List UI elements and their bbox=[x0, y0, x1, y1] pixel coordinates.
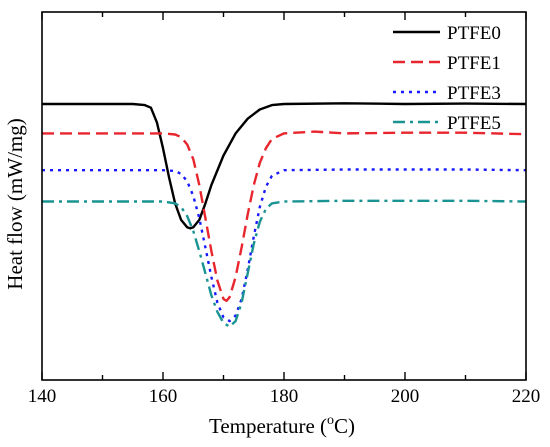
legend-label-ptfe0: PTFE0 bbox=[447, 23, 501, 44]
x-tick-label: 160 bbox=[149, 386, 178, 407]
x-axis-title: Temperature (oC) bbox=[209, 413, 355, 438]
axis-ticks bbox=[41, 12, 527, 380]
y-axis-title: Heat flow (mW/mg) bbox=[3, 118, 27, 289]
x-tick-label: 200 bbox=[391, 386, 420, 407]
series-line-ptfe1 bbox=[42, 130, 527, 303]
series-line-ptfe3 bbox=[42, 168, 527, 323]
x-tick-label: 140 bbox=[28, 386, 57, 407]
legend-label-ptfe1: PTFE1 bbox=[447, 53, 501, 74]
legend-label-ptfe3: PTFE3 bbox=[447, 83, 501, 104]
x-tick-labels: 140 160 180 200 220 bbox=[28, 386, 541, 407]
legend-label-ptfe5: PTFE5 bbox=[447, 113, 501, 134]
x-tick-label: 220 bbox=[512, 386, 541, 407]
series-line-ptfe0 bbox=[42, 102, 527, 230]
x-tick-label: 180 bbox=[270, 386, 299, 407]
series-line-ptfe5 bbox=[42, 199, 527, 328]
legend: PTFE0 PTFE1 PTFE3 PTFE5 bbox=[393, 23, 501, 134]
plot-lines bbox=[42, 102, 527, 328]
